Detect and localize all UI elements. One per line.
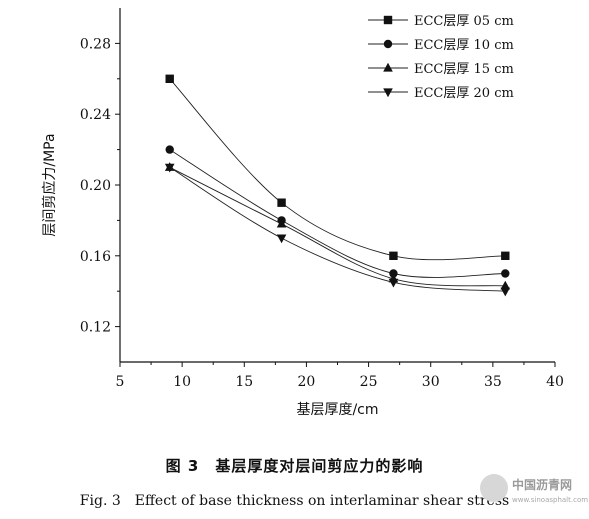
legend-marker [383,88,393,98]
watermark: 中国沥青网 www.sinoasphalt.com [478,470,588,518]
x-tick-label: 5 [116,374,125,390]
legend-marker [383,39,393,49]
y-ticks: 0.12 0.16 0.20 0.24 0.28 [80,36,120,336]
x-ticks: 5 10 15 20 25 30 35 40 [116,362,564,390]
data-point [500,287,511,297]
chart: 5 10 15 20 25 30 35 40 0.12 0.16 0.20 0.24 0.28 ECC… [41,8,564,418]
watermark-logo-icon [480,474,508,502]
x-tick-label: 35 [484,374,502,390]
series-4 [164,163,511,297]
legend-item: ECC层厚 05 cm [368,14,514,29]
data-point [165,74,174,83]
x-axis-label: 基层厚度/cm [296,401,378,418]
y-axis-label: 层间剪应力/MPa [41,133,58,236]
x-tick-label: 40 [546,374,564,390]
watermark-text: 中国沥青网 [512,478,573,492]
x-tick-label: 15 [235,374,253,390]
legend-marker [383,15,393,25]
x-tick-label: 10 [173,374,191,390]
data-point [501,251,510,260]
legend-label: ECC层厚 20 cm [414,86,514,101]
x-tick-label: 25 [360,374,378,390]
legend-item: ECC层厚 15 cm [368,62,514,77]
y-tick-label: 0.20 [80,178,111,194]
data-point [277,198,286,207]
series-3 [164,162,511,290]
legend-item: ECC层厚 20 cm [368,86,514,101]
legend-label: ECC层厚 15 cm [414,62,514,77]
x-tick-label: 30 [422,374,440,390]
legend: ECC层厚 05 cm ECC层厚 10 cm ECC层厚 15 cm ECC层厚 2… [368,14,514,101]
watermark-url: www.sinoasphalt.com [512,496,589,504]
data-point [276,218,287,228]
data-point [165,145,174,154]
legend-label: ECC层厚 05 cm [414,14,514,29]
data-point [164,163,175,173]
series-line [169,149,506,278]
data-point [276,234,287,244]
data-point [388,278,399,288]
y-tick-label: 0.24 [80,107,111,123]
y-tick-label: 0.28 [80,36,111,52]
data-point [501,269,510,278]
series-2 [165,145,510,278]
y-tick-label: 0.12 [80,320,111,336]
figure-caption-en: Fig. 3 Effect of base thickness on inter… [79,493,510,509]
x-tick-label: 20 [298,374,316,390]
series-group [164,74,511,297]
data-point [389,251,398,260]
legend-label: ECC层厚 10 cm [414,38,514,53]
series-line [169,166,506,292]
series-line [169,166,506,287]
series-1 [165,74,510,261]
data-point [389,269,398,278]
series-line [169,78,506,261]
figure-caption-cn: 图 3 基层厚度对层间剪应力的影响 [165,457,424,475]
y-tick-label: 0.16 [80,249,111,265]
legend-marker [383,62,393,72]
data-point [500,280,511,290]
legend-item: ECC层厚 10 cm [368,38,514,53]
